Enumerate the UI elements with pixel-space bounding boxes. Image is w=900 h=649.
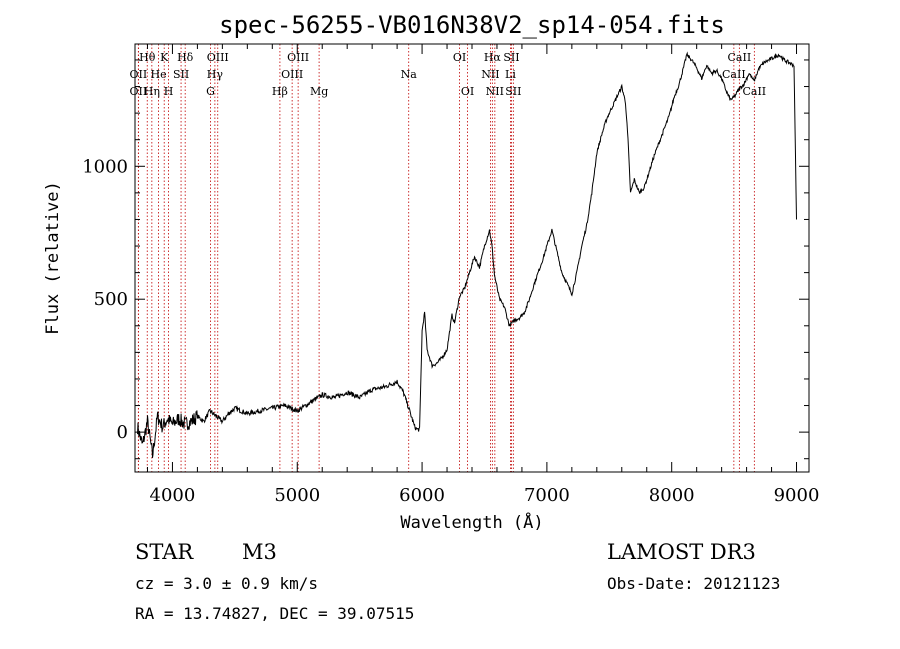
line-label: CaII [722,68,746,81]
line-label: NII [481,68,499,81]
line-label: Mg [310,85,328,98]
tick-labels: 4000 5000 6000 7000 8000 9000 0 500 1000 [82,156,819,506]
spectrum-line [137,51,797,458]
line-label: Hθ [139,51,156,64]
object-class: STAR [135,540,194,564]
x-tick-label: 8000 [649,485,695,506]
line-label: SII [173,68,189,81]
line-label: NII [486,85,504,98]
line-label: OIII [207,51,229,64]
line-label: OIII [281,68,303,81]
survey-name: LAMOST DR3 [607,540,756,564]
line-label: Hα [484,51,502,64]
line-label: OI [453,51,466,64]
line-labels: Hθ OII OII K He Hη Hδ SII H OIII Hγ G OIII OIII Hβ Mg Na… [130,51,767,98]
x-tick-label: 6000 [399,485,445,506]
x-tick-label: 5000 [274,485,320,506]
axis-ticks [135,44,809,472]
line-label: G [206,85,215,98]
line-label: Hη [144,85,160,98]
line-label: Hβ [272,85,288,98]
x-tick-label: 7000 [524,485,570,506]
line-label: Hδ [177,51,194,64]
coordinates: RA = 13.74827, DEC = 39.07515 [135,604,415,623]
redshift-velocity: cz = 3.0 ± 0.9 km/s [135,574,319,593]
line-label: OI [461,85,474,98]
line-label: CaII [728,51,752,64]
line-label: OII [130,85,148,98]
observation-date: Obs-Date: 20121123 [607,574,781,593]
x-tick-label: 9000 [774,485,820,506]
line-label: Li [505,68,516,81]
line-markers [137,44,755,472]
line-label: He [151,68,167,81]
x-axis-label: Wavelength (Å) [400,511,543,533]
line-label: OIII [287,51,309,64]
y-tick-label: 0 [117,422,128,443]
line-label: Hγ [207,68,224,81]
y-axis-label: Flux (relative) [43,181,63,335]
subclass: M3 [242,540,277,564]
line-label: CaII [742,85,766,98]
x-tick-label: 4000 [150,485,196,506]
line-label: H [164,85,174,98]
line-label: Na [401,68,418,81]
chart-title: spec-56255-VB016N38V2_sp14-054.fits [219,11,725,39]
y-tick-label: 500 [94,289,128,310]
line-label: SII [505,85,521,98]
line-label: SII [503,51,519,64]
line-label: K [160,51,169,64]
y-tick-label: 1000 [82,156,128,177]
line-label: OII [130,68,148,81]
